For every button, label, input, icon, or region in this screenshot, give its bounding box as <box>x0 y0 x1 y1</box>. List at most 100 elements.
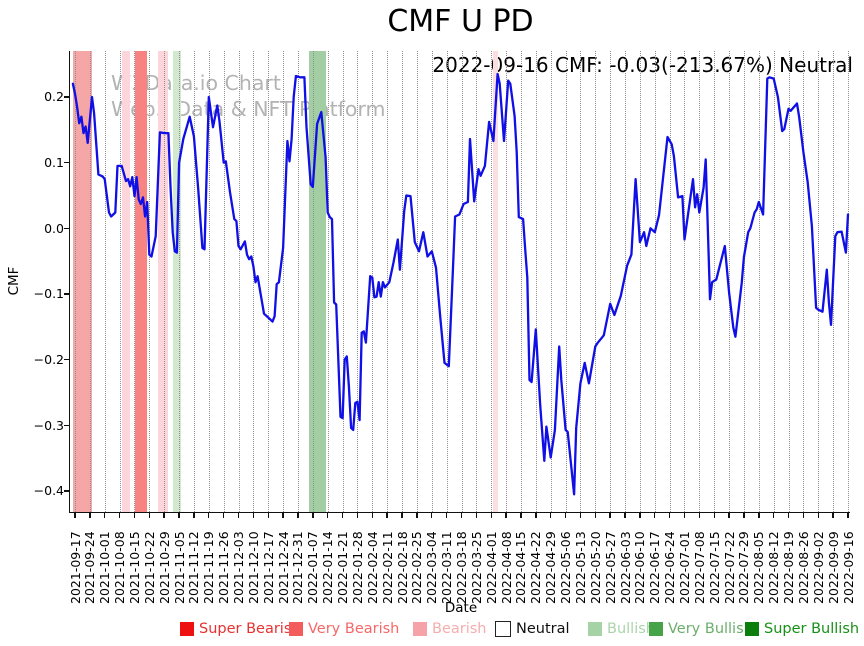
y-tick-label: −0.3 <box>33 417 64 433</box>
x-tick-mark <box>416 513 418 518</box>
gridline <box>119 51 121 512</box>
x-tick-label: 2021-10-08 <box>112 531 128 604</box>
gridline <box>848 51 849 512</box>
x-tick-label: 2021-09-17 <box>67 531 83 604</box>
x-tick-label: 2022-02-04 <box>364 531 380 604</box>
gridline <box>297 51 299 512</box>
y-tick-mark <box>64 490 69 492</box>
x-tick-label: 2021-12-24 <box>275 531 291 604</box>
x-tick-label: 2022-03-04 <box>424 531 440 604</box>
y-tick-label: −0.2 <box>33 352 64 368</box>
legend-item-very-bullish: Very Bullish <box>649 619 753 639</box>
legend: Super Bearish Very Bearish Bearish Neutral B… <box>0 619 864 643</box>
x-tick-label: 2022-03-11 <box>439 531 455 604</box>
x-tick-label: 2022-01-28 <box>349 531 365 604</box>
x-tick-mark <box>341 513 344 518</box>
gridline <box>149 51 151 512</box>
legend-swatch <box>413 622 427 636</box>
x-tick-label: 2022-07-01 <box>676 531 692 604</box>
legend-label: Neutral <box>516 621 570 637</box>
y-tick-mark <box>64 293 69 295</box>
x-tick-mark <box>252 513 255 518</box>
gridline <box>818 51 820 512</box>
x-tick-label: 2021-12-31 <box>290 531 306 604</box>
gridline <box>625 51 627 512</box>
x-tick-mark <box>832 513 834 518</box>
x-tick-label: 2021-11-26 <box>216 531 232 604</box>
gridline <box>312 51 314 512</box>
x-tick-label: 2021-11-19 <box>201 531 217 604</box>
x-tick-mark <box>490 513 492 518</box>
x-tick-mark <box>713 513 715 518</box>
x-tick-mark <box>802 513 805 518</box>
x-tick-label: 2022-05-20 <box>587 531 603 604</box>
x-tick-mark <box>728 513 730 518</box>
x-tick-mark <box>431 513 433 518</box>
x-tick-mark <box>683 513 686 518</box>
x-tick-mark <box>89 513 91 518</box>
x-tick-mark <box>505 513 507 518</box>
gridline <box>476 51 478 512</box>
x-tick-mark <box>787 513 790 518</box>
latest-value-annotation: 2022-09-16 CMF: -0.03(-213.67%) Neutral <box>432 53 853 77</box>
gridline <box>268 51 270 512</box>
gridline <box>639 51 641 512</box>
legend-item-neutral: Neutral <box>495 619 570 639</box>
x-tick-mark <box>535 513 537 518</box>
x-tick-mark <box>163 513 165 518</box>
x-tick-label: 2022-01-14 <box>320 531 336 604</box>
x-tick-mark <box>668 513 671 518</box>
y-axis-title: CMF <box>6 266 22 296</box>
x-tick-mark <box>698 513 701 518</box>
x-tick-label: 2021-10-29 <box>156 531 172 604</box>
x-tick-label: 2022-07-29 <box>736 531 752 604</box>
x-tick-label: 2022-07-08 <box>691 531 707 604</box>
x-tick-label: 2021-10-15 <box>126 531 142 604</box>
x-tick-mark <box>654 513 656 518</box>
gridline <box>193 51 195 512</box>
x-tick-mark <box>758 513 760 518</box>
gridline <box>416 51 418 512</box>
gridline <box>654 51 656 512</box>
x-tick-mark <box>475 513 478 518</box>
x-tick-mark <box>520 513 522 518</box>
x-tick-mark <box>624 513 626 518</box>
cmf-line <box>71 72 850 496</box>
x-tick-label: 2022-08-19 <box>781 531 797 604</box>
gridline <box>89 51 91 512</box>
x-tick-label: 2022-02-25 <box>409 531 425 604</box>
x-tick-mark <box>371 513 373 518</box>
gridline <box>164 51 166 512</box>
legend-swatch <box>588 622 602 636</box>
legend-label: Very Bullish <box>668 621 753 637</box>
gridline <box>491 51 493 512</box>
x-tick-mark <box>74 513 76 518</box>
gridline <box>134 51 136 512</box>
x-tick-label: 2022-04-29 <box>543 531 559 604</box>
y-tick-mark <box>64 424 69 426</box>
x-tick-label: 2022-09-16 <box>840 531 856 604</box>
gridline <box>669 51 671 512</box>
x-tick-label: 2022-05-13 <box>572 531 588 604</box>
x-tick-label: 2022-08-12 <box>766 531 782 604</box>
y-tick-mark <box>64 358 69 361</box>
signal-band-bullish <box>172 51 182 512</box>
gridline <box>238 51 240 512</box>
y-tick-label: −0.4 <box>33 483 64 499</box>
x-tick-mark <box>178 513 180 518</box>
x-tick-mark <box>312 513 314 518</box>
x-tick-label: 2022-01-07 <box>305 531 321 604</box>
x-tick-label: 2021-12-10 <box>245 531 261 604</box>
legend-item-super-bearish: Super Bearish <box>180 619 301 639</box>
x-tick-label: 2022-01-21 <box>335 531 351 604</box>
legend-item-very-bearish: Very Bearish <box>289 619 399 639</box>
x-tick-mark <box>386 513 388 518</box>
y-tick-label: 0.1 <box>44 155 64 171</box>
x-tick-label: 2022-06-24 <box>662 531 678 604</box>
gridline <box>342 51 344 512</box>
x-tick-mark <box>460 513 463 518</box>
legend-swatch <box>649 622 663 636</box>
legend-item-bearish: Bearish <box>413 619 487 639</box>
x-tick-mark <box>222 513 225 518</box>
gridline <box>104 51 106 512</box>
